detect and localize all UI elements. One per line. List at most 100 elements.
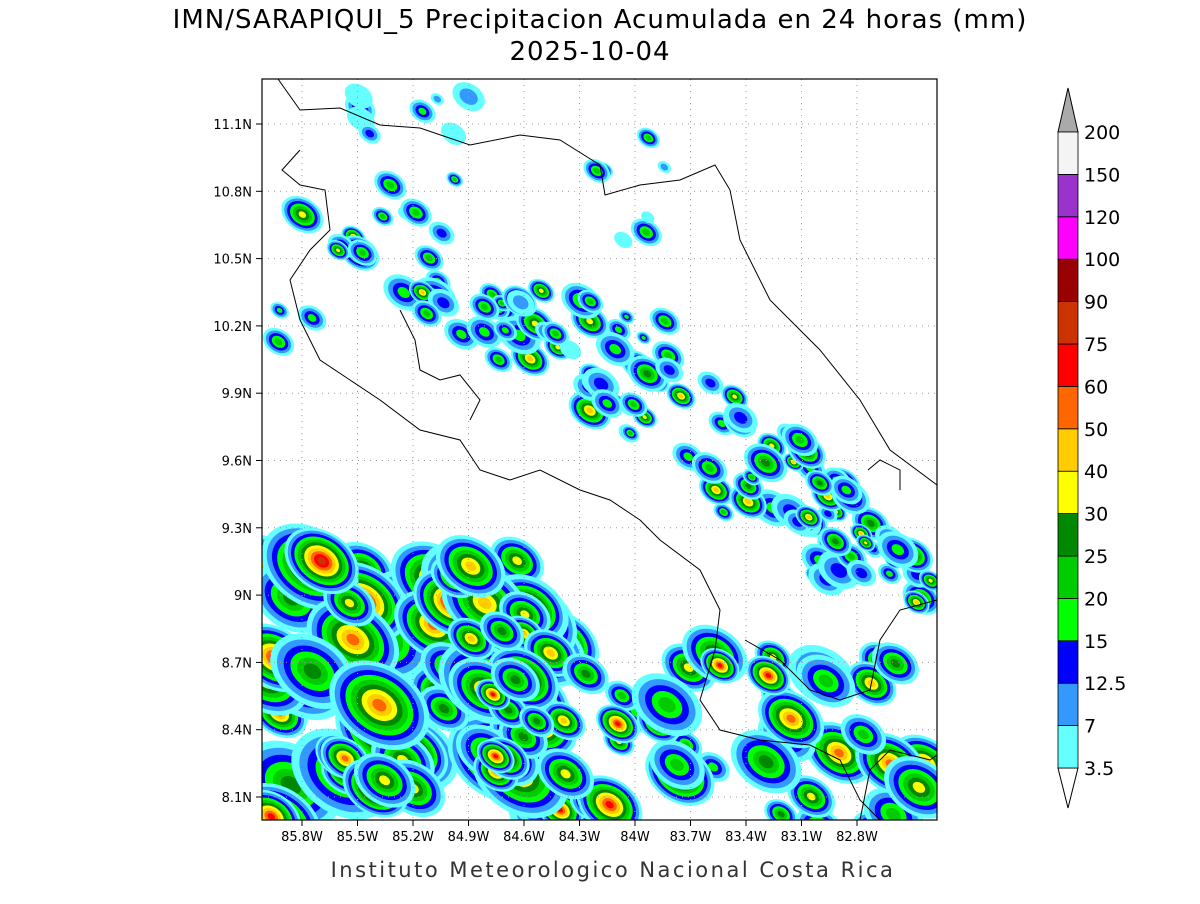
colorbar-swatch [1057, 301, 1079, 345]
rain-cell [642, 228, 651, 236]
rain-cell [628, 431, 633, 436]
rain-cell [298, 211, 307, 218]
rain-cell [317, 557, 326, 565]
rain-cell [456, 329, 467, 339]
rain-cell [660, 163, 669, 171]
colorbar-swatch [1057, 555, 1079, 599]
lon-tick-label: 83.7W [670, 830, 712, 845]
colorbar-label: 120 [1084, 207, 1120, 229]
rain-cell [546, 649, 555, 657]
rain-cell [397, 286, 410, 299]
rain-cell [336, 248, 341, 253]
rain-cell [465, 561, 477, 572]
rain-cell [533, 717, 541, 725]
rain-cell [765, 672, 772, 678]
rain-cell [587, 298, 594, 305]
rain-cell [276, 307, 283, 313]
lat-tick-label: 10.2N [213, 320, 252, 335]
rain-cell [761, 458, 771, 467]
rain-cell [438, 703, 450, 714]
rain-cell [559, 340, 582, 360]
rain-cell [745, 483, 752, 489]
rain-cell [717, 419, 726, 428]
colorbar-swatch [1057, 598, 1079, 642]
rain-cell [602, 399, 613, 408]
footer: Instituto Meteorologico Nacional Costa R… [331, 858, 896, 882]
colorbar-label: 20 [1084, 588, 1108, 610]
rain-cell [914, 600, 919, 605]
rain-cell [749, 475, 754, 480]
rain-cell [501, 327, 509, 334]
rain-cell [344, 598, 355, 608]
rain-cell [459, 88, 478, 105]
rain-cell [380, 214, 386, 219]
rain-cell [807, 792, 816, 801]
rain-cell [745, 499, 751, 505]
rain-cell [379, 775, 391, 786]
rain-cell [705, 378, 716, 388]
rain-cell [412, 209, 420, 216]
rain-cell [510, 675, 521, 685]
rain-cell [886, 570, 893, 577]
colorbar-label: 3.5 [1084, 758, 1114, 780]
rain-cell [890, 659, 901, 668]
rain-cell [452, 177, 457, 182]
rain-cell [643, 369, 652, 378]
rain-cell [593, 377, 609, 391]
lat-tick-label: 8.4N [222, 724, 252, 739]
rain-cell [586, 407, 594, 414]
rain-cell [418, 107, 427, 115]
rain-cell [467, 635, 475, 643]
rain-cell [859, 532, 864, 536]
colorbar-swatch [1057, 682, 1079, 727]
colorbar-swatch [1057, 428, 1079, 472]
colorbar-swatch [1057, 725, 1079, 769]
grid: 11.1N 10.8N 10.5N 10.2N 9.9N 9.6N 9.3N 9N 8.7N 8.… [213, 79, 937, 845]
rain-cell [614, 231, 633, 249]
rain-cell [721, 509, 727, 515]
colorbar-swatch [1057, 258, 1079, 303]
rain-cell [358, 249, 367, 256]
rain-cell [480, 303, 489, 311]
rain-cell [834, 748, 844, 758]
lon-tick-label: 83.1W [781, 830, 823, 845]
colorbar: 3.5 7 12.5 15 20 25 30 40 50 60 75 90 100 120 150 200 [1057, 87, 1126, 809]
rain-cell [365, 129, 375, 138]
rain-cell [866, 519, 875, 527]
rain-cell [512, 556, 522, 566]
lon-tick-label: 84.6W [503, 830, 545, 845]
lon-tick-label: 84.9W [448, 830, 490, 845]
rain-cell [538, 288, 544, 293]
rain-cell [855, 567, 868, 579]
rain-cell [372, 698, 387, 712]
rain-cell [493, 754, 499, 759]
rain-cell [658, 696, 676, 713]
rain-cell [420, 290, 425, 295]
lat-tick-label: 8.7N [222, 656, 252, 671]
rain-cell [806, 515, 811, 520]
rain-cell [645, 135, 652, 141]
rain-cell [274, 338, 283, 346]
lat-tick-label: 8.1N [222, 791, 252, 806]
rain-cell [734, 411, 748, 424]
lon-tick-label: 82.8W [836, 830, 878, 845]
colorbar-label: 75 [1084, 334, 1108, 356]
rain-cell [713, 487, 719, 493]
rain-cell [661, 317, 669, 325]
rain-cell [555, 345, 561, 350]
rain-cell [614, 326, 623, 333]
rain-cell [552, 330, 559, 337]
colorbar-label: 60 [1084, 376, 1108, 398]
lat-tick-label: 9N [234, 589, 252, 604]
colorbar-label: 7 [1084, 716, 1096, 738]
rain-cell [437, 297, 450, 309]
rain-cell [663, 365, 675, 375]
rain-cell [346, 633, 360, 646]
rain-cell [624, 314, 629, 319]
rain-cell [303, 663, 322, 680]
rain-cell [642, 415, 647, 420]
colorbar-swatch [1057, 216, 1079, 260]
rain-cell [425, 254, 433, 262]
colorbar-label: 15 [1084, 631, 1108, 653]
